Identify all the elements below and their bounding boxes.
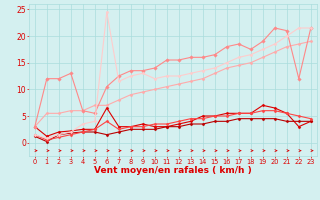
X-axis label: Vent moyen/en rafales ( km/h ): Vent moyen/en rafales ( km/h ) [94, 166, 252, 175]
